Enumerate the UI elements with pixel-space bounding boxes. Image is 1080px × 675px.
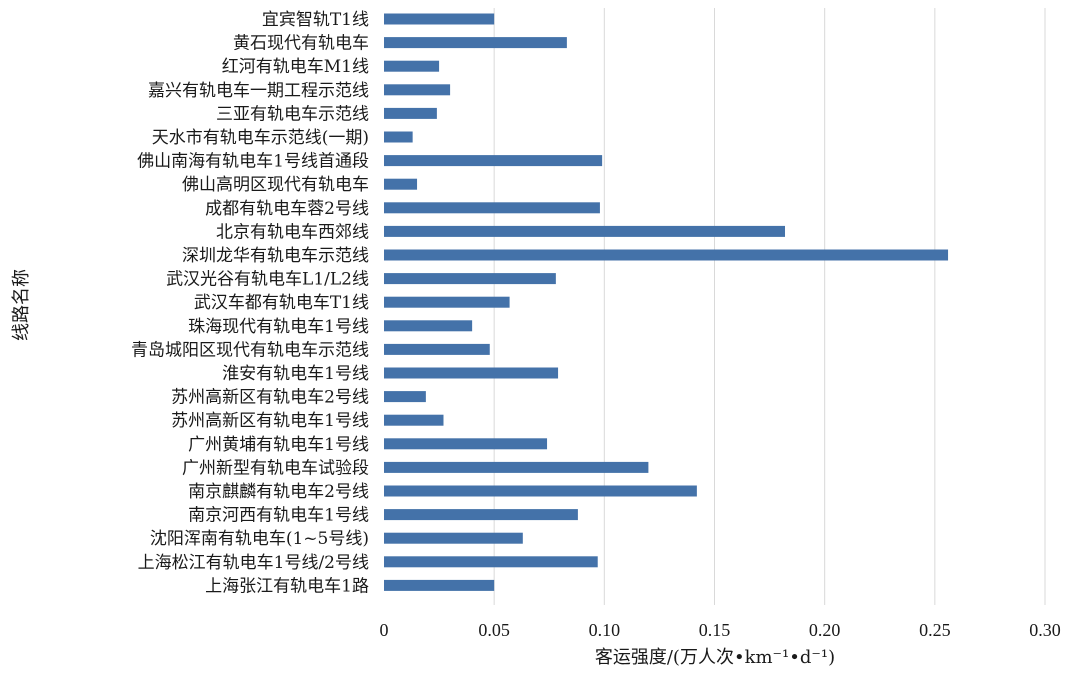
category-label: 嘉兴有轨电车一期工程示范线 [148,81,369,101]
bar [384,202,600,214]
bar [384,60,440,72]
category-label: 南京河西有轨电车1号线 [188,506,369,526]
bar [384,13,495,25]
category-label: 宜宾智轨T1线 [262,10,369,30]
x-tick-labels: 0 0.05 0.10 0.15 0.20 0.25 0.30 [380,620,1061,640]
bar [384,320,473,332]
bar [384,84,451,96]
bar [384,438,548,450]
bar [384,37,567,49]
category-label: 青岛城阳区现代有轨电车示范线 [131,340,369,360]
category-label: 佛山南海有轨电车1号线首通段 [137,152,369,172]
bar [384,367,559,379]
x-tick-label: 0.05 [478,620,510,640]
bar [384,155,603,167]
category-label: 南京麒麟有轨电车2号线 [188,482,369,502]
bar [384,461,649,473]
x-tick-label: 0.10 [589,620,621,640]
bar [384,131,413,143]
gridlines [493,8,1046,605]
bar [384,343,490,355]
x-axis-title: 客运强度/(万人次•km⁻¹•d⁻¹) [595,647,835,668]
category-label: 红河有轨电车M1线 [222,57,369,77]
category-label: 武汉光谷有轨电车L1/L2线 [166,270,369,290]
category-label: 广州新型有轨电车试验段 [182,458,369,478]
bar [384,249,949,261]
x-tick-label: 0 [380,620,389,640]
bar [384,296,510,308]
category-label: 沈阳浑南有轨电车(1~5号线) [150,529,369,549]
category-label: 成都有轨电车蓉2号线 [205,199,369,219]
x-tick-label: 0.15 [699,620,731,640]
category-label: 上海张江有轨电车1路 [205,576,369,596]
x-tick-label: 0.25 [919,620,951,640]
bar [384,178,418,190]
bar [384,509,578,521]
x-tick-label: 0.30 [1029,620,1061,640]
category-label: 武汉车都有轨电车T1线 [194,293,369,313]
category-label: 北京有轨电车西郊线 [216,222,369,242]
category-label: 深圳龙华有轨电车示范线 [182,246,369,266]
bars [384,13,949,591]
bar [384,107,437,119]
category-labels: 宜宾智轨T1线黄石现代有轨电车红河有轨电车M1线嘉兴有轨电车一期工程示范线三亚有… [131,10,369,596]
category-label: 淮安有轨电车1号线 [222,364,369,384]
category-label: 苏州高新区有轨电车2号线 [171,388,369,408]
y-axis-title: 线路名称 [11,269,32,341]
bar [384,556,598,568]
bar [384,485,697,497]
category-label: 三亚有轨电车示范线 [216,104,369,124]
bar [384,532,523,544]
bar [384,273,556,285]
category-label: 天水市有轨电车示范线(一期) [152,128,369,148]
x-tick-label: 0.20 [809,620,841,640]
bar [384,225,786,237]
category-label: 广州黄埔有轨电车1号线 [188,435,369,455]
category-label: 苏州高新区有轨电车1号线 [171,411,369,431]
bar [384,391,426,403]
bar [384,579,495,591]
category-label: 上海松江有轨电车1号线/2号线 [138,553,369,573]
category-label: 佛山高明区现代有轨电车 [182,175,369,195]
category-label: 珠海现代有轨电车1号线 [188,317,369,337]
bar [384,414,444,426]
category-label: 黄石现代有轨电车 [233,34,369,54]
